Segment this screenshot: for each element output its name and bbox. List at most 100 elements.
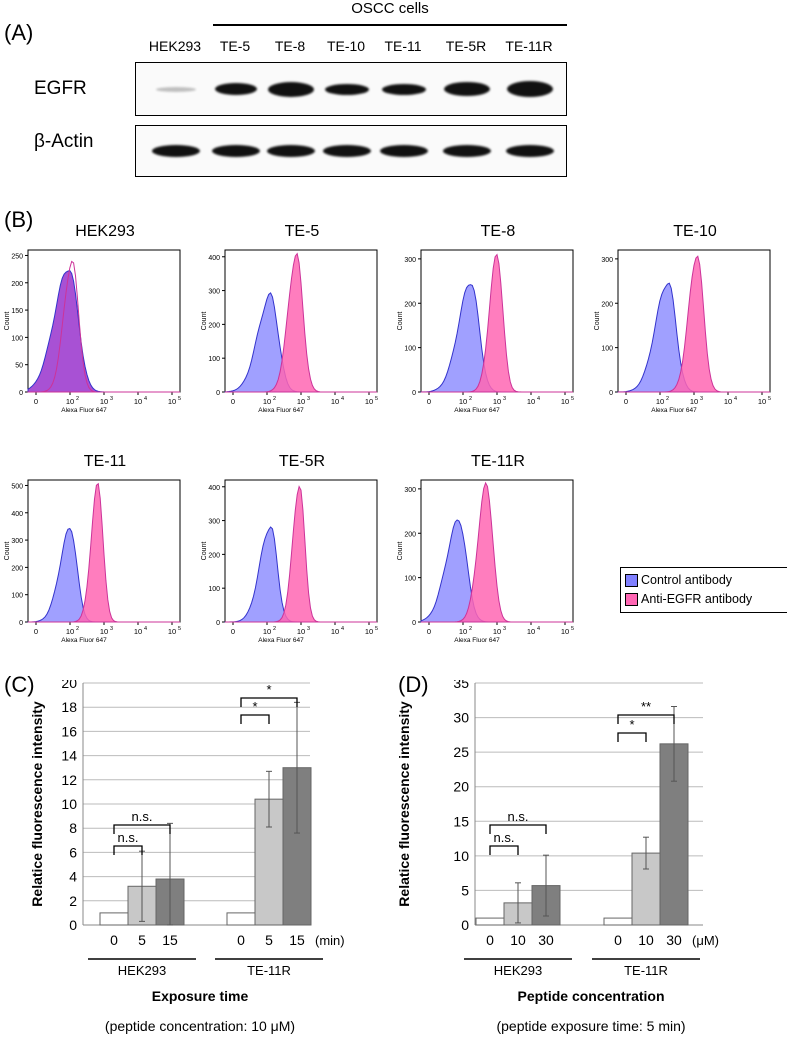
egfr-blot <box>135 62 567 116</box>
significance-label: * <box>629 717 634 732</box>
flow-panel-title: TE-8 <box>480 223 516 240</box>
x-tick-label: 0 <box>427 397 431 406</box>
x-tick-exponent: 4 <box>144 396 147 402</box>
x-axis-label: Alexa Fluor 647 <box>258 637 304 644</box>
x-axis-title: Exposure time <box>152 988 249 1004</box>
x-tick-exponent: 2 <box>469 626 472 632</box>
y-tick-label: 400 <box>11 511 23 518</box>
actin-band <box>506 145 554 157</box>
x-tick-exponent: 5 <box>768 396 771 402</box>
y-axis-label: Relatice fluorescence intensity <box>396 701 412 907</box>
anti-egfr-histogram <box>225 485 377 623</box>
wb-lane-label: TE-5R <box>445 38 487 54</box>
y-tick-label: 20 <box>453 779 469 795</box>
wb-lane-label: TE-8 <box>274 38 306 54</box>
egfr-band <box>507 81 553 97</box>
x-tick-label: 10 <box>459 397 467 406</box>
oscc-group-label: OSCC cells <box>351 0 429 17</box>
significance-label: n.s. <box>118 830 139 845</box>
y-tick-label: 10 <box>61 796 77 812</box>
wb-lane-label: TE-10 <box>326 38 366 54</box>
egfr-band <box>156 86 196 92</box>
x-tick-exponent: 3 <box>307 396 310 402</box>
y-tick-label: 0 <box>69 917 77 933</box>
bar <box>603 917 633 926</box>
y-tick-label: 0 <box>19 620 23 627</box>
anti-egfr-histogram <box>421 253 573 393</box>
significance-label: * <box>252 699 257 714</box>
legend-label-control: Control antibody <box>641 573 733 587</box>
x-tick-label: 10 <box>100 397 108 406</box>
significance-bracket <box>113 845 143 855</box>
flow-panel-title: TE-10 <box>673 223 717 240</box>
y-tick-label: 0 <box>461 917 469 933</box>
actin-band <box>267 145 315 157</box>
x-tick-label: 10 <box>493 627 501 636</box>
y-tick-label: 12 <box>61 772 77 788</box>
y-tick-label: 100 <box>404 346 416 353</box>
x-tick-label: 10 <box>510 932 526 948</box>
chart-note: (peptide exposure time: 5 min) <box>496 1018 685 1034</box>
x-tick-exponent: 2 <box>273 396 276 402</box>
x-tick-label: 10 <box>66 627 74 636</box>
significance-bracket <box>489 824 547 834</box>
y-tick-label: 100 <box>208 356 220 363</box>
y-tick-label: 5 <box>461 882 469 898</box>
y-tick-label: 400 <box>208 255 220 262</box>
y-tick-label: 400 <box>208 485 220 492</box>
x-tick-exponent: 4 <box>537 626 540 632</box>
x-tick-exponent: 4 <box>144 626 147 632</box>
flow-legend: Control antibody Anti-EGFR antibody <box>620 567 787 613</box>
y-tick-label: 0 <box>216 390 220 397</box>
panel-label-c: (C) <box>4 672 35 697</box>
x-tick-label: 10 <box>527 397 535 406</box>
x-tick-label: 0 <box>614 932 622 948</box>
egfr-band <box>325 83 369 95</box>
x-tick-exponent: 4 <box>734 396 737 402</box>
actin-label: β-Actin <box>34 131 94 152</box>
x-tick-label: 10 <box>527 627 535 636</box>
x-tick-label: 10 <box>168 397 176 406</box>
flow-panel: TE-11 0 100 200 300 400 500 Count 0 10 2 10 3 10 4 10 5 A… <box>0 450 190 650</box>
y-axis-label: Count <box>4 542 11 561</box>
y-tick-label: 200 <box>208 552 220 559</box>
x-tick-label: 10 <box>263 397 271 406</box>
x-tick-exponent: 2 <box>469 396 472 402</box>
y-tick-label: 25 <box>453 744 469 760</box>
actin-blot <box>135 125 567 177</box>
bar <box>226 912 256 926</box>
x-tick-label: 30 <box>666 932 682 948</box>
significance-label: n.s. <box>494 830 515 845</box>
y-tick-label: 6 <box>69 844 77 860</box>
y-tick-label: 300 <box>601 257 613 264</box>
flow-panel: TE-5 0 100 200 300 400 Count 0 10 2 10 3 10 4 10 5 Alexa… <box>197 220 387 420</box>
y-axis-label: Count <box>4 312 11 331</box>
x-tick-label: 0 <box>110 932 118 948</box>
actin-band <box>323 145 371 157</box>
significance-label: ** <box>641 699 651 714</box>
y-tick-label: 300 <box>11 538 23 545</box>
y-tick-label: 200 <box>404 301 416 308</box>
x-tick-label: 10 <box>758 397 766 406</box>
y-tick-label: 200 <box>601 301 613 308</box>
y-tick-label: 0 <box>19 390 23 397</box>
y-tick-label: 0 <box>412 620 416 627</box>
y-axis-label: Relatice fluorescence intensity <box>29 701 45 907</box>
group-label: TE-11R <box>624 963 668 978</box>
y-tick-label: 500 <box>11 483 23 490</box>
x-tick-label: 10 <box>100 627 108 636</box>
egfr-band <box>215 83 257 95</box>
y-tick-label: 300 <box>404 257 416 264</box>
y-tick-label: 100 <box>404 576 416 583</box>
x-tick-exponent: 5 <box>571 396 574 402</box>
significance-bracket <box>489 845 519 855</box>
x-tick-exponent: 4 <box>537 396 540 402</box>
y-tick-label: 18 <box>61 699 77 715</box>
y-axis-label: Count <box>397 542 404 561</box>
y-tick-label: 16 <box>61 723 77 739</box>
x-tick-label: 10 <box>561 627 569 636</box>
legend-item-anti: Anti-EGFR antibody <box>625 590 787 609</box>
x-tick-label: 10 <box>656 397 664 406</box>
x-tick-label: 0 <box>237 932 245 948</box>
